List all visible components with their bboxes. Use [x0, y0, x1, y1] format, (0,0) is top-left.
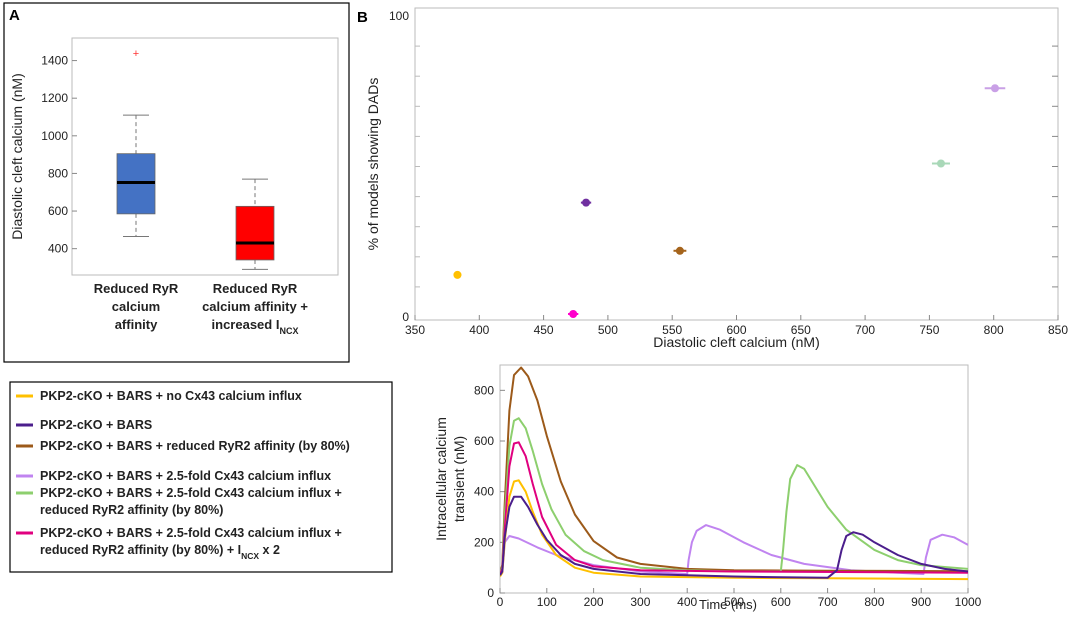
- x-tick-label: 700: [855, 323, 875, 337]
- legend-label-line: PKP2-cKO + BARS: [40, 418, 152, 432]
- scatter-point: [675, 246, 684, 255]
- box-label-line: increased INCX: [212, 317, 299, 336]
- y-tick-label: 200: [474, 535, 494, 549]
- y-tick-label: 1200: [41, 91, 68, 105]
- x-tick-label: 200: [584, 595, 604, 609]
- x-tick-label: 350: [405, 323, 425, 337]
- panel-a-letter: A: [9, 7, 20, 24]
- y-axis-label: % of models showing DADs: [365, 78, 381, 251]
- y-tick-label: 100: [389, 9, 409, 23]
- x-axis-label: Time (ms): [699, 597, 757, 612]
- x-tick-label: 400: [677, 595, 697, 609]
- panel-b-scatter: 350 400 450 500 550 600 650 700 750 800 850 0 100 Dia…: [365, 7, 1068, 350]
- legend-suffix: x 2: [259, 543, 280, 557]
- x-tick-label: 650: [791, 323, 811, 337]
- x-tick-label: 500: [724, 595, 744, 609]
- y-axis-label: Diastolic cleft calcium (nM): [9, 73, 25, 239]
- legend-label-line: PKP2-cKO + BARS + 2.5-fold Cx43 calcium …: [40, 486, 342, 500]
- y-axis-label-line: transient (nM): [451, 436, 467, 522]
- x-axis-label: Diastolic cleft calcium (nM): [653, 334, 819, 350]
- x-tick-label: 100: [537, 595, 557, 609]
- outlier-marker: +: [133, 48, 139, 60]
- x-tick-label: 850: [1048, 323, 1068, 337]
- legend-subscript: NCX: [241, 551, 259, 561]
- plot-area: [71, 37, 339, 276]
- scatter-point: [453, 270, 462, 279]
- x-tick-label: 300: [630, 595, 650, 609]
- panel-b-transient-chart: 0 100 200 300 400 500 600 700 800 900 1000 0 200 400 6…: [433, 364, 982, 612]
- box-label-line: calcium: [112, 299, 160, 314]
- scatter-point: [936, 159, 945, 168]
- x-tick-label: 700: [818, 595, 838, 609]
- box-label-line: Reduced RyR: [94, 281, 179, 296]
- plot-area: [414, 7, 1059, 321]
- y-tick-label: 400: [48, 242, 68, 256]
- panel-a-frame: [3, 2, 350, 363]
- y-tick-label: 400: [474, 485, 494, 499]
- y-tick-label: 0: [487, 586, 494, 600]
- legend-label-line: reduced RyR2 affinity (by 80%): [40, 503, 223, 517]
- y-tick-label: 1400: [41, 54, 68, 68]
- legend-label-line: PKP2-cKO + BARS + 2.5-fold Cx43 calcium …: [40, 469, 331, 483]
- x-tick-label: 550: [662, 323, 682, 337]
- x-tick-label: 600: [771, 595, 791, 609]
- box-label-line: Reduced RyR: [213, 281, 298, 296]
- y-tick-label: 800: [48, 166, 68, 180]
- y-tick-label: 600: [48, 204, 68, 218]
- legend: PKP2-cKO + BARS + no Cx43 calcium influx…: [16, 389, 350, 561]
- y-axis-label-line: Intracellular calcium: [433, 417, 449, 541]
- legend-label-line: PKP2-cKO + BARS + 2.5-fold Cx43 calcium …: [40, 526, 342, 540]
- scatter-point: [569, 309, 578, 318]
- series-line: [500, 441, 968, 575]
- y-tick-label: 600: [474, 434, 494, 448]
- x-tick-label: 750: [919, 323, 939, 337]
- series-line: [500, 524, 968, 576]
- x-tick-label: 600: [726, 323, 746, 337]
- x-tick-label: 900: [911, 595, 931, 609]
- x-tick-label: 800: [864, 595, 884, 609]
- x-tick-label: 1000: [955, 595, 982, 609]
- box-label-line: calcium affinity +: [202, 299, 308, 314]
- x-tick-label: 800: [984, 323, 1004, 337]
- series-line: [500, 479, 968, 581]
- y-tick-label: 1000: [41, 129, 68, 143]
- scatter-point: [990, 84, 999, 93]
- box-label-line: affinity: [115, 317, 158, 332]
- legend-frame: [9, 381, 393, 573]
- panel-a-boxplot: 400 600 800 1000 1200 1400 Diastolic cleft cal…: [9, 37, 339, 336]
- legend-label-line: reduced RyR2 affinity (by 80%) + INCX x …: [40, 543, 280, 561]
- box-label-subscript: NCX: [279, 326, 298, 336]
- box-iqr: [235, 205, 275, 261]
- series-line: [500, 417, 968, 574]
- x-tick-label: 0: [497, 595, 504, 609]
- legend-label-line: PKP2-cKO + BARS + no Cx43 calcium influx: [40, 389, 302, 403]
- panel-b-letter: B: [357, 9, 368, 26]
- y-tick-label: 800: [474, 383, 494, 397]
- legend-label-line: PKP2-cKO + BARS + reduced RyR2 affinity …: [40, 439, 350, 453]
- x-tick-label: 400: [469, 323, 489, 337]
- scatter-point: [582, 198, 591, 207]
- y-tick-label: 0: [402, 310, 409, 324]
- x-tick-label: 500: [598, 323, 618, 337]
- series-line: [500, 495, 968, 579]
- x-tick-label: 450: [534, 323, 554, 337]
- series-line: [500, 366, 968, 573]
